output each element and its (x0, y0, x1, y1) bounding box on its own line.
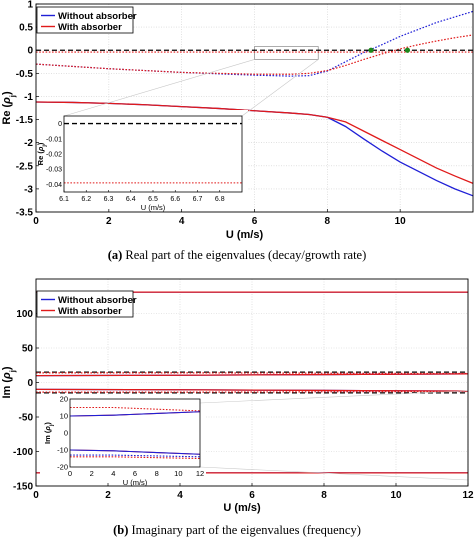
zoom-guide-line (199, 466, 469, 481)
inset-y-tick-label: -0.02 (46, 152, 62, 159)
series-line-11 (36, 390, 469, 393)
legend-entry: Without absorber (58, 11, 137, 22)
caption-b-text: Imaginary part of the eigenvalues (frequ… (128, 523, 361, 537)
y-tick-label: -100 (13, 447, 33, 458)
inset-background (40, 395, 206, 491)
series-line-9 (35, 388, 469, 392)
y-tick-label: -3 (24, 184, 33, 195)
inset-y-tick-label: 20 (60, 395, 68, 404)
x-tick-label: 2 (106, 216, 112, 227)
x-tick-label: 0 (33, 216, 39, 227)
series-line-7 (36, 372, 469, 375)
inset-x-axis-label: U (m/s) (141, 203, 166, 212)
marker-point-1 (404, 47, 411, 53)
series-line-5 (35, 373, 469, 377)
x-tick-label: 0 (33, 490, 39, 501)
zoom-guide-line (199, 390, 469, 404)
zoom-guide-line (63, 59, 255, 117)
caption-b-tag: (b) (113, 523, 129, 537)
x-tick-label: 2 (105, 490, 111, 501)
caption-a-text: Real part of the eigenvalues (decay/grow… (122, 248, 367, 262)
x-tick-label: 6 (249, 490, 255, 501)
inset-series-line-2 (69, 411, 201, 417)
inset-x-tick-label: 6.1 (59, 196, 69, 203)
y-axis-label: Im (ρj) (1, 366, 17, 398)
y-tick-label: 0 (27, 46, 33, 57)
marker-point-0 (368, 47, 374, 53)
x-tick-label: 8 (321, 490, 327, 501)
inset-x-tick-label: 6.2 (81, 196, 91, 203)
x-axis-label: U (m/s) (226, 229, 264, 241)
legend-box (36, 6, 134, 34)
inset-background (36, 110, 248, 216)
legend-entry: With absorber (58, 306, 122, 317)
y-tick-label: 0 (27, 378, 33, 389)
inset-y-axis-label: Im (ρj) (43, 422, 55, 444)
y-tick-label: -3.5 (16, 208, 34, 219)
inset-y-axis-label: Re (ρj) (36, 142, 48, 165)
x-axis-label: U (m/s) (223, 502, 261, 514)
series-line-3 (35, 34, 474, 75)
inset-x-tick-label: 6.7 (193, 196, 203, 203)
inset-x-tick-label: 10 (174, 469, 182, 478)
y-tick-label: -1 (24, 92, 33, 103)
x-tick-label: 10 (390, 490, 402, 501)
caption-b: (b) Imaginary part of the eigenvalues (f… (0, 523, 474, 538)
zoom-box (254, 46, 319, 60)
y-tick-label: -2.5 (16, 161, 34, 172)
x-tick-label: 4 (179, 216, 185, 227)
inset-x-tick-label: 0 (68, 469, 72, 478)
y-tick-label: 100 (16, 309, 33, 320)
y-tick-label: -0.5 (16, 69, 34, 80)
inset-x-tick-label: 2 (90, 469, 94, 478)
y-tick-label: -50 (19, 413, 34, 424)
legend-box (36, 290, 134, 318)
zoom-guide-line (241, 59, 319, 117)
inset-x-tick-label: 6.5 (148, 196, 158, 203)
legend-entry: Without absorber (58, 295, 137, 306)
inset-x-tick-label: 6.3 (104, 196, 114, 203)
x-tick-label: 6 (252, 216, 258, 227)
inset-y-tick-label: 0 (58, 121, 62, 128)
inset-series-line-4 (70, 456, 201, 460)
inset-y-tick-label: -10 (57, 446, 68, 455)
inset-x-tick-label: 8 (155, 469, 159, 478)
inset-series-line-0 (70, 406, 201, 412)
inset-x-tick-label: 6.6 (170, 196, 180, 203)
inset-x-tick-label: 12 (196, 469, 204, 478)
inset-y-tick-label: 10 (60, 412, 68, 421)
inset-y-tick-label: -0.03 (46, 167, 62, 174)
inset-series-line-3 (70, 454, 201, 458)
y-tick-label: 1 (27, 0, 33, 11)
inset-x-tick-label: 6.8 (215, 196, 225, 203)
inset-y-tick-label: -0.01 (46, 136, 62, 143)
x-tick-label: 4 (177, 490, 183, 501)
inset-y-tick-label: 0 (64, 429, 68, 438)
inset-x-tick-label: 6 (133, 469, 137, 478)
inset-x-axis-label: U (m/s) (123, 478, 148, 487)
y-axis-label: Re (ρj) (1, 91, 17, 125)
inset-y-tick-label: -0.04 (46, 182, 62, 189)
x-tick-label: 8 (325, 216, 331, 227)
y-tick-label: 0.5 (19, 23, 33, 34)
caption-a: (a) Real part of the eigenvalues (decay/… (0, 248, 474, 263)
inset-x-tick-label: 6.4 (126, 196, 136, 203)
series-line-2 (35, 101, 474, 184)
x-tick-label: 10 (395, 216, 407, 227)
y-tick-label: -2 (24, 138, 33, 149)
y-tick-label: -150 (13, 482, 33, 493)
x-tick-label: 12 (462, 490, 474, 501)
inset-y-tick-label: -20 (57, 463, 68, 472)
y-tick-label: -1.5 (16, 115, 34, 126)
legend-entry: With absorber (58, 22, 122, 33)
caption-a-tag: (a) (107, 248, 123, 262)
y-tick-label: 50 (22, 344, 34, 355)
inset-series-line-6 (69, 449, 201, 455)
inset-axes-frame (69, 398, 201, 468)
inset-x-tick-label: 4 (111, 469, 115, 478)
